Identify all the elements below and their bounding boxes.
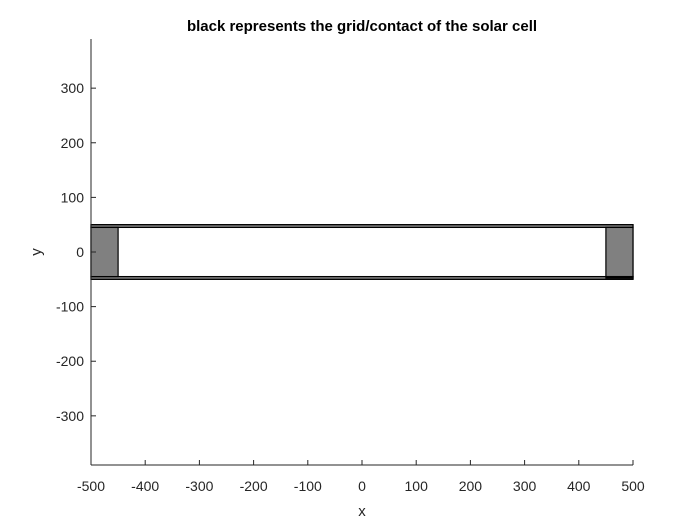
top-grid-line (90, 224, 634, 229)
ticks-layer: -500 -400 -300 -200 -100 0 100 200 300 400 500 -300… (56, 80, 645, 494)
right-bottom-mark (605, 275, 634, 279)
x-tick-label: 500 (621, 478, 645, 494)
x-tick-label: 0 (358, 478, 366, 494)
x-tick-label: -200 (240, 478, 268, 494)
x-tick-label: -500 (77, 478, 105, 494)
y-axis-label: y (28, 248, 45, 256)
x-tick-label: 300 (513, 478, 537, 494)
right-contact (605, 226, 634, 278)
x-axis-label: x (358, 503, 366, 520)
y-tick-label: -100 (56, 299, 84, 315)
y-tick-label: 0 (76, 244, 84, 260)
x-tick-label: 200 (459, 478, 483, 494)
y-tick-label: -300 (56, 408, 84, 424)
y-tick-label: 200 (61, 135, 85, 151)
y-tick-label: 100 (61, 189, 85, 205)
plot-background (91, 39, 633, 465)
x-tick-label: 400 (567, 478, 591, 494)
x-tick-label: -300 (185, 478, 213, 494)
chart-title: black represents the grid/contact of the… (187, 18, 537, 35)
x-tick-label: 100 (405, 478, 429, 494)
y-tick-label: -200 (56, 353, 84, 369)
x-tick-label: -400 (131, 478, 159, 494)
bottom-grid-line (90, 275, 634, 280)
x-tick-label: -100 (294, 478, 322, 494)
y-tick-label: 300 (61, 80, 85, 96)
